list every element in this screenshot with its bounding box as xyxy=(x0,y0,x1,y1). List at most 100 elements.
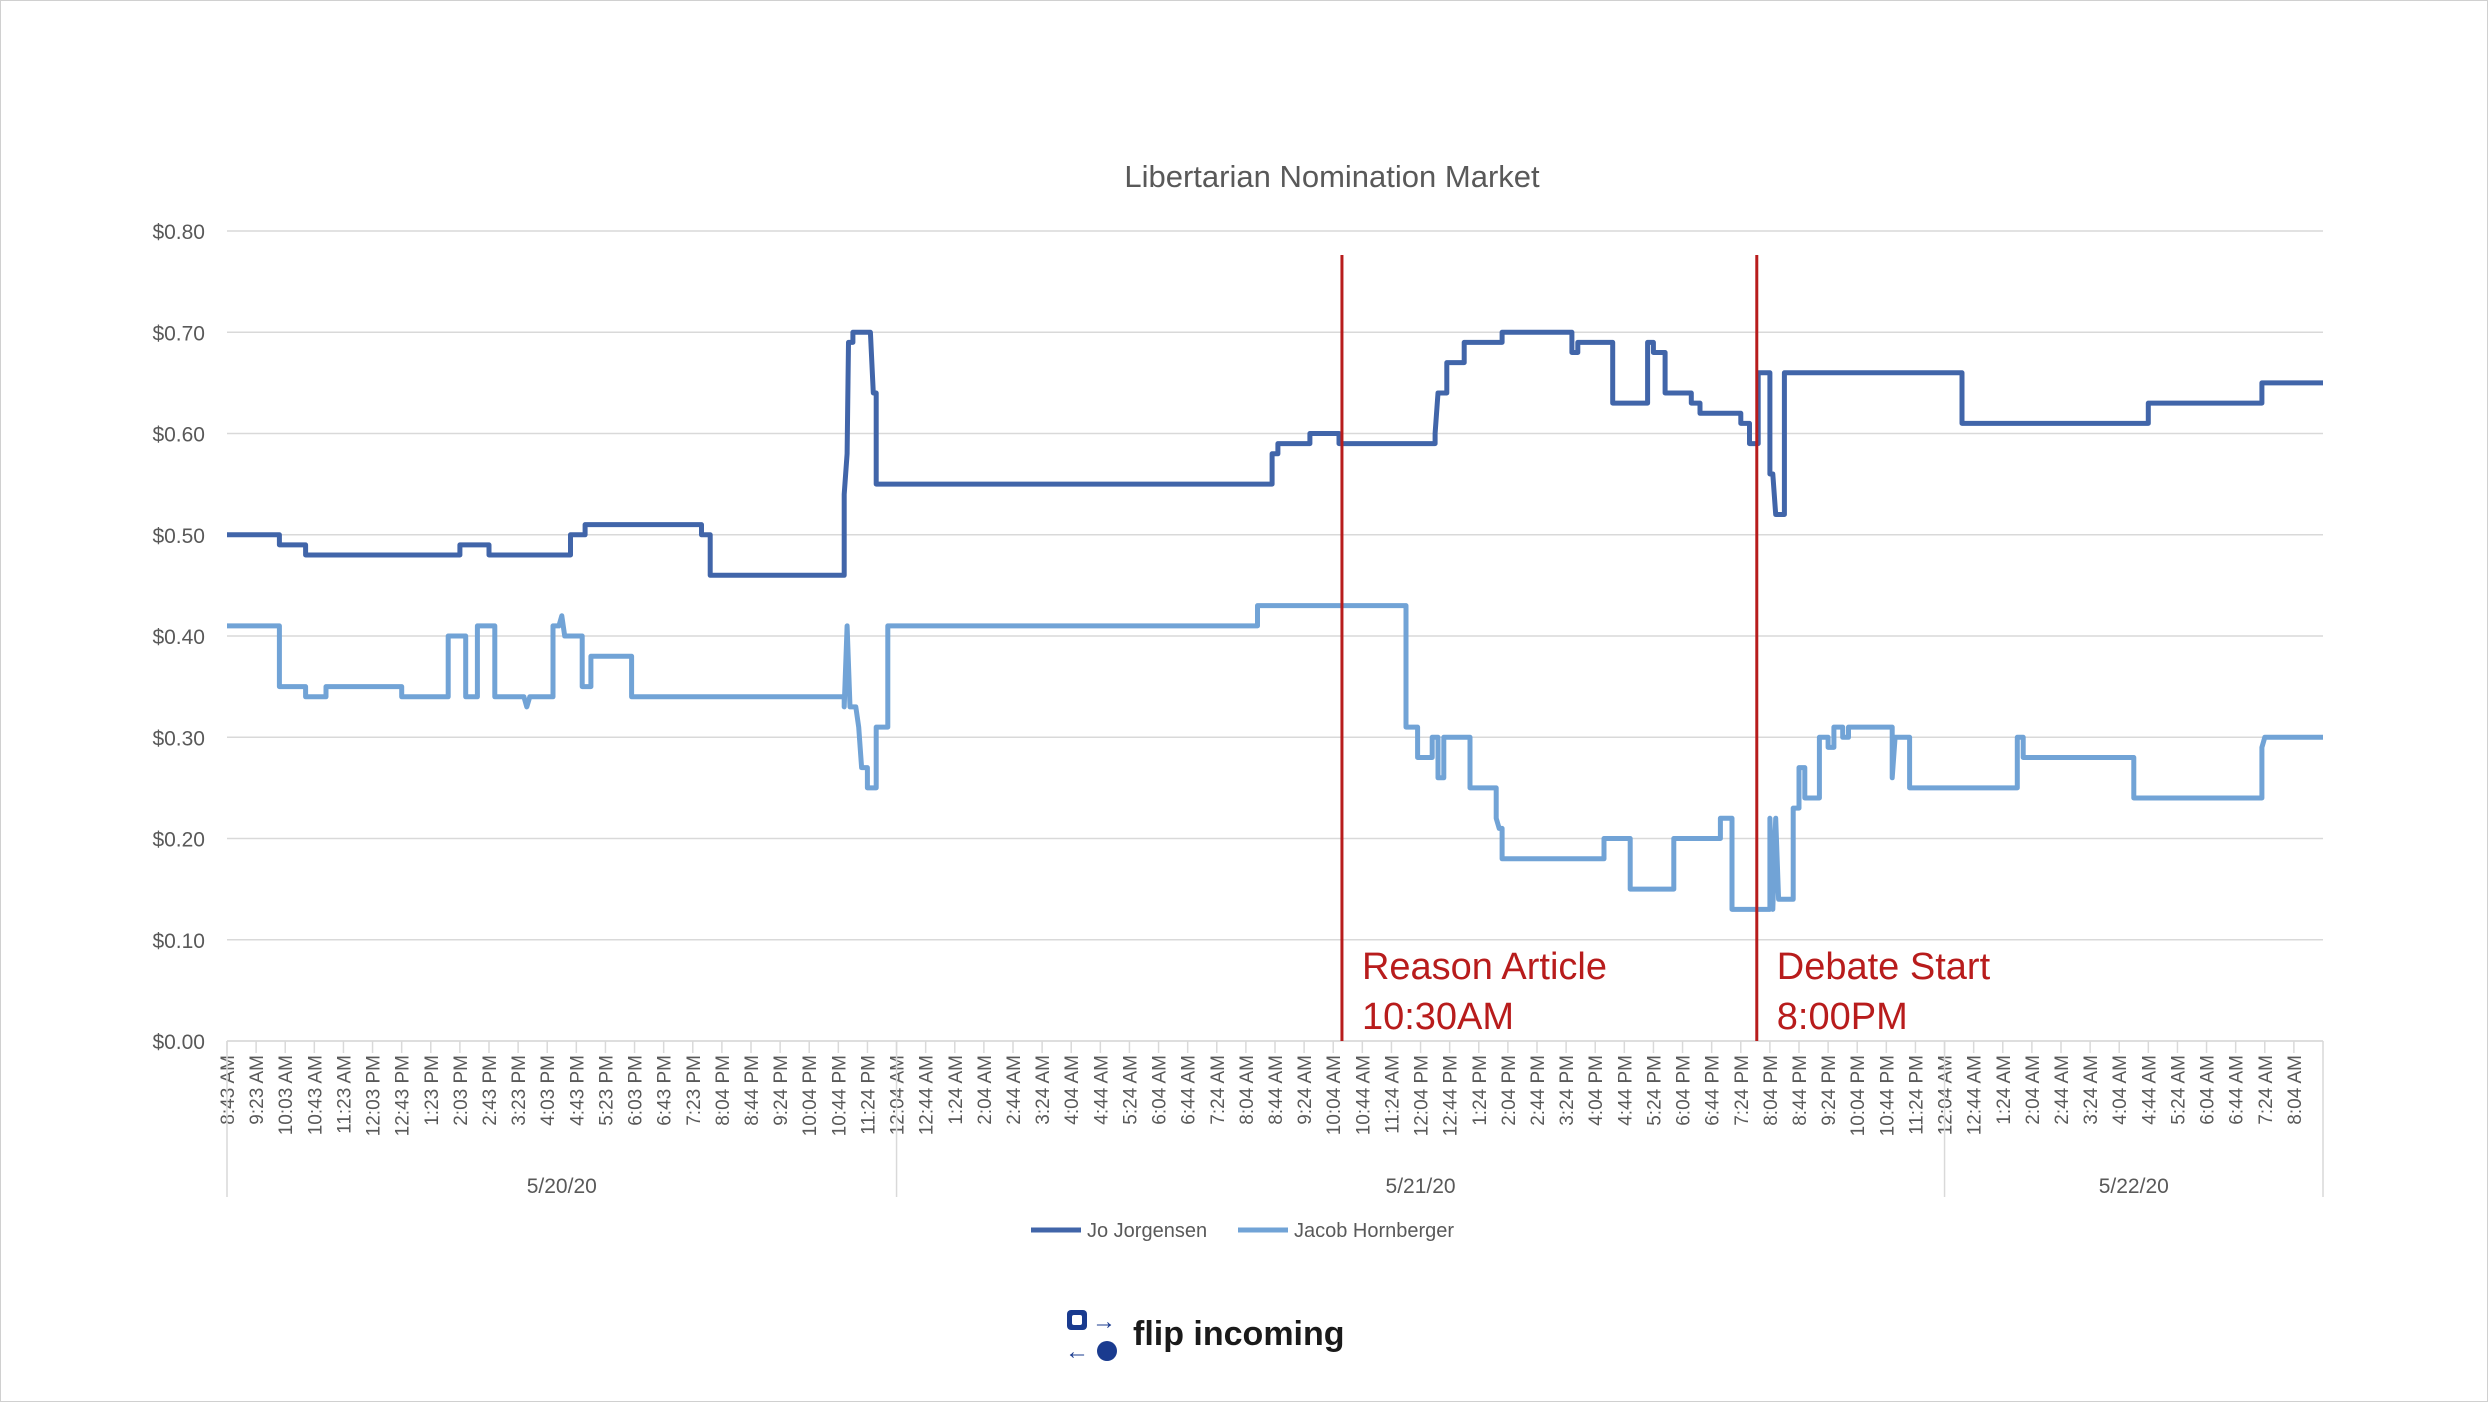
x-tick-label: 4:44 PM xyxy=(1615,1055,1636,1126)
x-tick-label: 8:44 PM xyxy=(742,1055,763,1126)
x-tick-label: 11:24 PM xyxy=(1906,1055,1927,1135)
flip-incoming-logo: →← flip incoming xyxy=(1065,1308,1345,1365)
x-tick-label: 9:24 AM xyxy=(1295,1055,1316,1125)
x-tick-label: 2:44 AM xyxy=(1004,1055,1025,1125)
x-tick-label: 8:04 PM xyxy=(1761,1055,1782,1126)
x-tick-label: 11:24 PM xyxy=(858,1055,879,1135)
x-tick-label: 8:44 AM xyxy=(1266,1055,1287,1125)
x-tick-label: 5:24 AM xyxy=(2168,1055,2189,1125)
x-tick-label: 10:44 PM xyxy=(1877,1055,1898,1136)
x-tick-label: 12:04 PM xyxy=(1412,1055,1433,1136)
date-group-label: 5/21/20 xyxy=(1386,1175,1456,1198)
x-tick-label: 5:23 PM xyxy=(596,1055,617,1126)
x-tick-label: 3:24 AM xyxy=(1033,1055,1054,1125)
x-tick-label: 6:04 AM xyxy=(2198,1055,2219,1125)
x-tick-label: 4:43 PM xyxy=(567,1055,588,1126)
x-tick-label: 3:24 AM xyxy=(2081,1055,2102,1125)
x-tick-label: 9:23 AM xyxy=(247,1055,268,1125)
x-tick-label: 5:24 AM xyxy=(1120,1055,1141,1125)
x-tick-label: 6:04 PM xyxy=(1674,1055,1695,1126)
x-tick-label: 12:04 AM xyxy=(888,1055,909,1135)
annotation-label: Reason Article xyxy=(1362,946,1607,988)
x-tick-label: 1:24 AM xyxy=(946,1055,967,1125)
x-tick-label: 7:24 PM xyxy=(1732,1055,1753,1126)
x-tick-label: 10:04 AM xyxy=(1324,1055,1345,1135)
x-tick-label: 12:43 PM xyxy=(393,1055,414,1136)
annotation-label: 8:00PM xyxy=(1777,996,1908,1038)
x-tick-label: 10:04 PM xyxy=(1848,1055,1869,1136)
y-tick-label: $0.70 xyxy=(152,322,205,345)
y-tick-label: $0.40 xyxy=(152,626,205,649)
x-tick-label: 6:44 AM xyxy=(1179,1055,1200,1125)
x-tick-label: 1:24 AM xyxy=(1994,1055,2015,1125)
date-group-label: 5/22/20 xyxy=(2099,1175,2169,1198)
x-tick-label: 2:04 PM xyxy=(1499,1055,1520,1126)
x-tick-label: 10:44 AM xyxy=(1353,1055,1374,1135)
y-tick-label: $0.50 xyxy=(152,525,205,548)
x-tick-label: 2:43 PM xyxy=(480,1055,501,1126)
y-axis-ticks: $0.00 $0.10 $0.20 $0.30 $0.40 $0.50 $0.60 $0.70… xyxy=(152,221,205,1054)
x-tick-label: 7:23 PM xyxy=(684,1055,705,1126)
x-tick-label: 10:03 AM xyxy=(276,1055,297,1135)
x-tick-label: 8:04 AM xyxy=(1237,1055,1258,1125)
x-tick-label: 8:44 PM xyxy=(1790,1055,1811,1126)
x-tick-label: 11:23 AM xyxy=(334,1055,355,1134)
x-tick-label: 6:43 PM xyxy=(655,1055,676,1126)
date-group-label: 5/20/20 xyxy=(527,1175,597,1198)
logo-text: flip incoming xyxy=(1133,1315,1345,1353)
gridlines xyxy=(227,230,2323,1042)
x-tick-label: 2:44 AM xyxy=(2052,1055,2073,1125)
y-tick-label: $0.00 xyxy=(152,1031,205,1054)
legend-label: Jo Jorgensen xyxy=(1087,1220,1207,1242)
x-tick-label: 6:44 AM xyxy=(2227,1055,2248,1125)
x-tick-label: 12:44 AM xyxy=(1965,1055,1986,1135)
x-tick-label: 12:03 PM xyxy=(364,1055,385,1136)
logo-arrow-left-icon: ← xyxy=(1065,1338,1089,1365)
x-tick-label: 6:03 PM xyxy=(626,1055,647,1126)
x-tick-label: 4:44 AM xyxy=(2139,1055,2160,1125)
x-tick-label: 2:03 PM xyxy=(451,1055,472,1126)
x-tick-label: 4:03 PM xyxy=(538,1055,559,1126)
annotation-label: Debate Start xyxy=(1777,946,1991,988)
x-tick-label: 12:04 AM xyxy=(1936,1055,1957,1135)
x-tick-label: 7:24 AM xyxy=(1208,1055,1229,1125)
x-tick-label: 9:24 PM xyxy=(771,1055,792,1126)
legend-label: Jacob Hornberger xyxy=(1294,1220,1454,1242)
x-tick-label: 2:04 AM xyxy=(2023,1055,2044,1125)
x-tick-label: 8:04 AM xyxy=(2285,1055,2306,1125)
logo-dot-icon xyxy=(1097,1341,1117,1361)
x-tick-label: 2:44 PM xyxy=(1528,1055,1549,1126)
x-tick-label: 12:44 PM xyxy=(1441,1055,1462,1136)
x-tick-label: 10:44 PM xyxy=(829,1055,850,1136)
y-tick-label: $0.20 xyxy=(152,829,205,852)
x-tick-label: 6:04 AM xyxy=(1150,1055,1171,1125)
x-tick-label: 4:04 AM xyxy=(1062,1055,1083,1125)
series-lines xyxy=(227,329,2323,912)
y-tick-label: $0.30 xyxy=(152,727,205,750)
series-line-jo-jorgensen xyxy=(227,329,2323,578)
x-tick-label: 5:24 PM xyxy=(1644,1055,1665,1126)
x-tick-label: 3:24 PM xyxy=(1557,1055,1578,1126)
x-tick-label: 8:43 AM xyxy=(218,1055,239,1125)
logo-arrow-right-icon: → xyxy=(1092,1308,1116,1335)
x-tick-label: 9:24 PM xyxy=(1819,1055,1840,1126)
x-tick-label: 11:24 AM xyxy=(1382,1055,1403,1134)
x-tick-label: 4:04 AM xyxy=(2110,1055,2131,1125)
x-tick-label: 8:04 PM xyxy=(713,1055,734,1126)
annotations: Reason Article 10:30AM Debate Start 8:00PM xyxy=(1340,255,1991,1041)
legend: Jo Jorgensen Jacob Hornberger xyxy=(1031,1220,1454,1242)
y-tick-label: $0.60 xyxy=(152,424,205,447)
x-tick-label: 1:24 PM xyxy=(1470,1055,1491,1126)
x-tick-label: 4:04 PM xyxy=(1586,1055,1607,1126)
x-tick-label: 7:24 AM xyxy=(2256,1055,2277,1125)
x-tick-label: 10:04 PM xyxy=(800,1055,821,1136)
x-axis: 8:43 AM 9:23 AM 10:03 AM 10:43 AM 11:23 AM 12… xyxy=(218,1040,2324,1198)
y-tick-label: $0.10 xyxy=(152,930,205,953)
chart-title: Libertarian Nomination Market xyxy=(1124,159,1540,194)
x-tick-label: 4:44 AM xyxy=(1091,1055,1112,1125)
x-tick-label: 12:44 AM xyxy=(917,1055,938,1135)
x-tick-label: 10:43 AM xyxy=(305,1055,326,1135)
x-tick-label: 2:04 AM xyxy=(975,1055,996,1125)
x-tick-label: 6:44 PM xyxy=(1703,1055,1724,1126)
